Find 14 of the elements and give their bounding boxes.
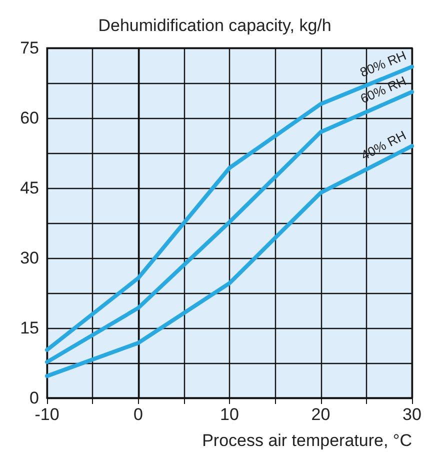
x-axis-title: Process air temperature, °C: [202, 431, 412, 450]
x-tick-label: 10: [220, 405, 239, 424]
y-tick-label: 30: [20, 248, 39, 268]
x-tick-label: -10: [34, 405, 60, 424]
y-tick-label: 75: [20, 38, 39, 58]
x-tick-label: 0: [134, 405, 143, 424]
y-tick-label: 15: [20, 318, 39, 338]
x-tick-label: 20: [311, 405, 330, 424]
y-tick-label: 45: [20, 178, 39, 198]
text: 40% RH: [358, 128, 408, 163]
y-tick-label: 60: [20, 108, 39, 128]
y-axis-title: Dehumidification capacity, kg/h: [98, 16, 332, 35]
x-tick-label: 30: [402, 405, 422, 424]
y-tick-label: 0: [30, 388, 39, 408]
